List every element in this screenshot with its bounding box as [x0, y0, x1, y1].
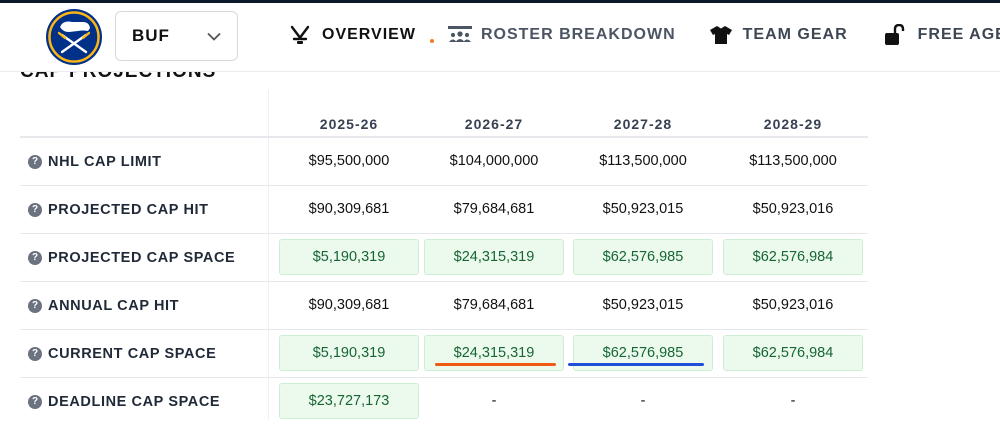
active-dot [429, 39, 434, 43]
cap-space-cell: $5,190,319 [279, 239, 419, 275]
table-row: ? NHL CAP LIMIT $95,500,000 $104,000,000… [20, 138, 868, 186]
table-cell: $90,309,681 [308, 201, 390, 217]
row-label-text: DEADLINE CAP SPACE [48, 393, 221, 410]
help-icon[interactable]: ? [28, 154, 42, 169]
table-cell: - [640, 393, 646, 409]
help-icon[interactable]: ? [28, 250, 42, 265]
team-abbreviation: BUF [132, 26, 170, 45]
column-divider [268, 90, 269, 420]
cap-space-cell: $24,315,319 [424, 239, 564, 275]
table-row: ? PROJECTED CAP HIT $90,309,681 $79,684,… [20, 186, 868, 234]
table-cell: $95,500,000 [308, 153, 390, 169]
chevron-down-icon [207, 32, 221, 41]
nav-team-gear-label: TEAM GEAR [742, 26, 848, 43]
row-label-text: CURRENT CAP SPACE [48, 345, 217, 362]
nav-free-agent-label: FREE AGENT [917, 26, 1000, 43]
help-icon[interactable]: ? [28, 202, 42, 217]
nav-overview[interactable]: OVERVIEW [288, 24, 416, 46]
table-cell: $104,000,000 [449, 153, 539, 169]
row-label-text: PROJECTED CAP SPACE [48, 249, 236, 266]
table-cell: $79,684,681 [453, 297, 535, 313]
nav-free-agent[interactable]: FREE AGENT [884, 24, 1000, 46]
nav-overview-label: OVERVIEW [322, 26, 416, 43]
nav-team-gear[interactable]: TEAM GEAR [709, 24, 848, 46]
help-icon[interactable]: ? [28, 298, 42, 313]
unlock-icon [884, 24, 910, 46]
cap-projections-table: 2025-26 2026-27 2027-28 2028-29 ? NHL CA… [20, 90, 868, 425]
sabres-logo[interactable] [45, 8, 103, 66]
roster-group-icon [447, 24, 473, 46]
table-cell: - [491, 393, 497, 409]
jersey-icon [709, 24, 735, 46]
cap-space-cell: $5,190,319 [279, 335, 419, 371]
help-icon[interactable]: ? [28, 394, 42, 409]
row-label: ? NHL CAP LIMIT [28, 138, 162, 185]
row-label: ? ANNUAL CAP HIT [28, 282, 179, 329]
table-cell: $113,500,000 [599, 153, 687, 169]
table-cell: $79,684,681 [453, 201, 535, 217]
row-label-text: PROJECTED CAP HIT [48, 201, 209, 218]
table-cell: - [790, 393, 796, 409]
row-label-text: NHL CAP LIMIT [48, 153, 162, 170]
column-header: 2026-27 [464, 116, 524, 132]
table-row: ? PROJECTED CAP SPACE $5,190,319 $24,315… [20, 234, 868, 282]
table-cell: $113,500,000 [749, 153, 837, 169]
column-header: 2025-26 [319, 116, 379, 132]
table-cell: $50,923,015 [602, 201, 684, 217]
orange-annotation-underline [435, 363, 556, 366]
nav-roster-breakdown-label: ROSTER BREAKDOWN [480, 26, 676, 43]
table-header-row: 2025-26 2026-27 2027-28 2028-29 [20, 100, 868, 138]
help-icon[interactable]: ? [28, 346, 42, 361]
site-header: BUF OVERVIEW [0, 3, 1000, 72]
table-cell: $50,923,015 [602, 297, 684, 313]
row-label: ? DEADLINE CAP SPACE [28, 378, 220, 425]
nav-roster-breakdown[interactable]: ROSTER BREAKDOWN [447, 24, 676, 46]
table-row: ? DEADLINE CAP SPACE $23,727,173 - - - [20, 378, 868, 425]
cap-space-cell: $62,576,984 [723, 239, 863, 275]
column-header: 2028-29 [763, 116, 823, 132]
cap-space-cell: $23,727,173 [279, 383, 419, 419]
row-label: ? CURRENT CAP SPACE [28, 330, 216, 377]
top-accent-line [0, 0, 1000, 3]
hockey-sticks-icon [288, 24, 314, 46]
row-label: ? PROJECTED CAP SPACE [28, 234, 235, 281]
row-label: ? PROJECTED CAP HIT [28, 186, 209, 233]
team-select-dropdown[interactable]: BUF [115, 11, 238, 61]
main-nav: OVERVIEW ROSTER BREAKDOWN [288, 20, 1000, 50]
table-cell: $50,923,016 [752, 201, 834, 217]
row-label-text: ANNUAL CAP HIT [48, 297, 180, 314]
table-row: ? CURRENT CAP SPACE $5,190,319 $24,315,3… [20, 330, 868, 378]
table-cell: $90,309,681 [308, 297, 390, 313]
cap-space-cell: $62,576,984 [723, 335, 863, 371]
column-header: 2027-28 [613, 116, 673, 132]
table-cell: $50,923,016 [752, 297, 834, 313]
table-row: ? ANNUAL CAP HIT $90,309,681 $79,684,681… [20, 282, 868, 330]
blue-annotation-underline [568, 363, 704, 366]
cap-space-cell: $62,576,985 [573, 239, 713, 275]
